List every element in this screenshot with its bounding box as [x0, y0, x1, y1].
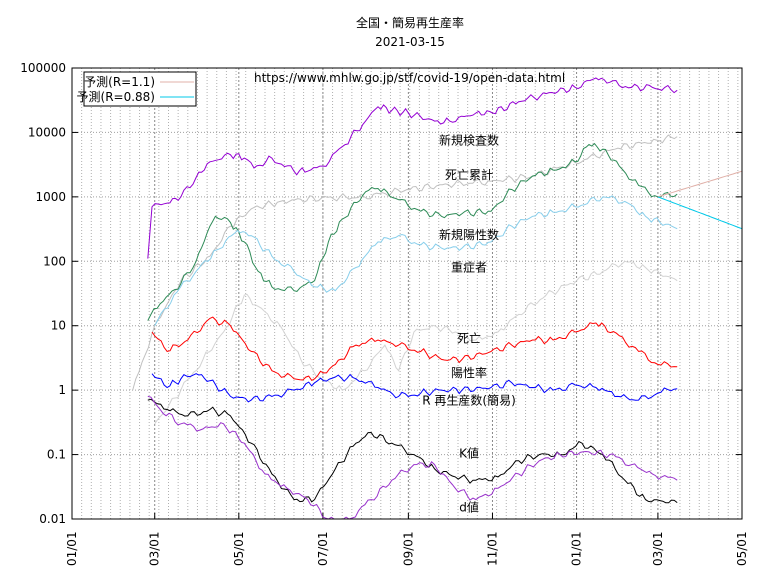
- y-tick-label: 100: [43, 254, 66, 268]
- x-tick-label: 05/01: [735, 531, 749, 566]
- legend-label-r088: 予測(R=0.88): [77, 90, 155, 104]
- series-label: 新規陽性数: [439, 227, 499, 242]
- series-label: K値: [459, 446, 479, 461]
- y-tick-label: 10: [51, 319, 66, 333]
- x-tick-label: 05/01: [232, 531, 246, 566]
- series-label: 死亡: [457, 331, 481, 345]
- x-tick-label: 01/01: [570, 531, 584, 566]
- series-line: [132, 134, 678, 391]
- y-axis-ticks: 100000 10000 1000 100 10 1 0.1 0.01: [20, 61, 742, 526]
- x-axis-ticks: 01/01 03/01 05/01 07/01 09/01 11/01 01/01 03/01…: [65, 513, 749, 566]
- y-tick-label: 0.01: [39, 512, 66, 526]
- series-line: [147, 395, 678, 520]
- x-tick-label: 03/01: [651, 531, 665, 566]
- series-line: [657, 170, 743, 198]
- y-tick-label: 1000: [35, 190, 66, 204]
- x-tick-label: 03/01: [148, 531, 162, 566]
- y-tick-label: 0.1: [47, 448, 66, 462]
- series-line: [147, 142, 678, 321]
- series-label: 重症者: [451, 259, 487, 274]
- series-line: [154, 195, 678, 326]
- x-tick-label: 07/01: [316, 531, 330, 566]
- y-tick-label: 10000: [28, 125, 66, 139]
- legend: 予測(R=1.1) 予測(R=0.88): [77, 71, 197, 107]
- series-label: 死亡累計: [445, 167, 493, 182]
- chart-title: 全国・簡易再生産率: [356, 15, 464, 30]
- series-line: [151, 373, 678, 403]
- series-label: R 再生産数(簡易): [422, 392, 516, 407]
- series-label: 陽性率: [451, 365, 487, 380]
- series-line: [657, 196, 743, 230]
- x-tick-label: 11/01: [485, 531, 499, 566]
- series-line: [154, 260, 678, 425]
- series-line: [147, 398, 678, 504]
- y-tick-label: 1: [58, 383, 66, 397]
- series-line: [151, 316, 678, 382]
- legend-box: [83, 71, 197, 107]
- x-tick-label: 01/01: [65, 531, 79, 566]
- series-label: 新規検査数: [439, 132, 499, 147]
- series-line: [147, 77, 678, 259]
- grid: [71, 68, 743, 519]
- plot-border: [71, 67, 743, 520]
- x-tick-label: 09/01: [401, 531, 415, 566]
- legend-label-r11: 予測(R=1.1): [84, 75, 155, 89]
- series-lines: [132, 77, 743, 520]
- source-url: https://www.mhlw.go.jp/stf/covid-19/open…: [254, 71, 565, 85]
- series-label: d値: [459, 500, 479, 515]
- chart-date: 2021-03-15: [375, 35, 445, 49]
- y-tick-label: 100000: [20, 61, 66, 75]
